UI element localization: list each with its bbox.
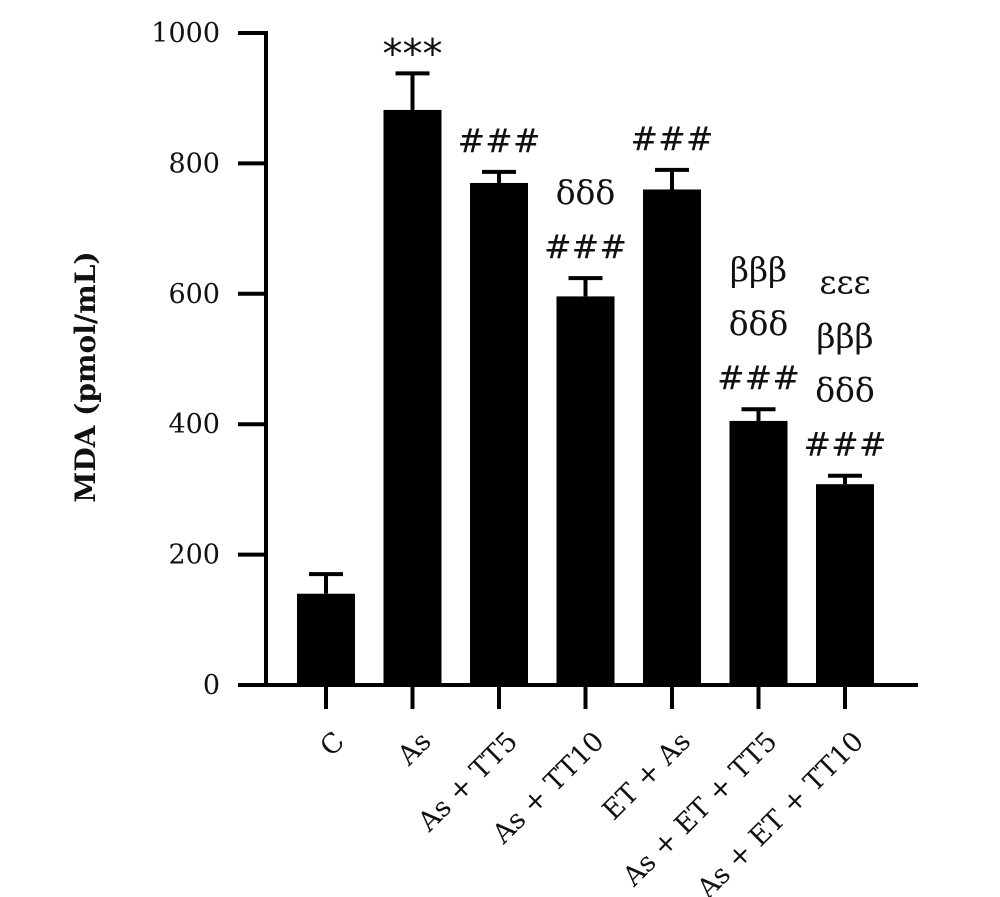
bar: [556, 296, 615, 685]
bar: [643, 189, 701, 686]
category-label: As + ET + TT5: [616, 726, 783, 893]
y-tick-label: 800: [168, 148, 220, 179]
significance-mark: δδδ: [556, 173, 616, 212]
significance-mark: ###: [544, 227, 627, 266]
bar: [816, 484, 874, 685]
bars: [297, 71, 874, 686]
bar: [729, 420, 788, 685]
significance-mark: δδδ: [729, 304, 789, 343]
significance-mark: ###: [631, 119, 714, 158]
significance-mark: δδδ: [815, 371, 875, 410]
y-tick-label: 400: [168, 409, 220, 440]
significance-mark: βββ: [816, 317, 873, 356]
significance-mark: εεε: [819, 263, 870, 302]
y-axis-label: MDA (pmol/mL): [69, 251, 102, 502]
significance-mark: ###: [458, 121, 541, 160]
y-tick-label: 1000: [151, 18, 220, 49]
bar: [297, 593, 355, 685]
category-label: As: [391, 726, 437, 772]
bar: [470, 182, 528, 685]
significance-mark: βββ: [730, 250, 787, 289]
significance-mark: ###: [804, 425, 887, 464]
significance-mark: ###: [717, 358, 800, 397]
bar: [383, 109, 442, 686]
significance-mark: ***: [383, 31, 443, 77]
category-label: C: [314, 726, 351, 763]
y-tick-label: 600: [168, 279, 220, 310]
y-tick-label: 200: [168, 540, 220, 571]
y-tick-label: 0: [203, 670, 220, 701]
